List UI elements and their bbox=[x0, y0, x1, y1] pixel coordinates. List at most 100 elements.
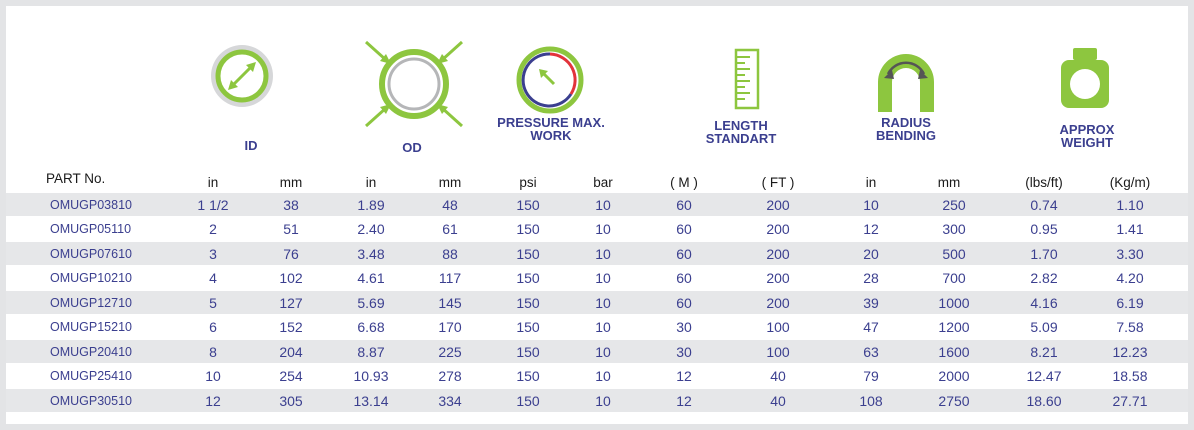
rb-in-cell: 63 bbox=[863, 344, 879, 360]
part-number-cell: OMUGP15210 bbox=[50, 320, 132, 334]
od-mm-cell: 225 bbox=[438, 344, 462, 360]
od-mm-cell: 145 bbox=[438, 295, 462, 311]
table-row: OMUGP30510 12 305 13.14 334 150 10 12 40 108 2750 1… bbox=[6, 389, 1188, 412]
kg-cell: 27.71 bbox=[1112, 393, 1148, 409]
m-cell: 60 bbox=[676, 270, 692, 286]
od-in-cell: 8.87 bbox=[357, 344, 385, 360]
bar-cell: 10 bbox=[595, 368, 611, 384]
od-in-cell: 13.14 bbox=[353, 393, 389, 409]
bar-cell: 10 bbox=[595, 319, 611, 335]
kg-cell: 3.30 bbox=[1116, 246, 1144, 262]
od-mm-cell: 334 bbox=[438, 393, 462, 409]
rb-in-cell: 47 bbox=[863, 319, 879, 335]
table-row: OMUGP25410 10 254 10.93 278 150 10 12 40 79 2000 12… bbox=[6, 364, 1188, 387]
lbs-cell: 8.21 bbox=[1030, 344, 1058, 360]
part-number-cell: OMUGP05110 bbox=[50, 222, 132, 236]
id-mm-cell: 254 bbox=[279, 368, 303, 384]
part-number-cell: OMUGP03810 bbox=[50, 198, 132, 212]
kg-cell: 7.58 bbox=[1116, 319, 1144, 335]
weight-icon bbox=[1061, 48, 1109, 108]
od-in-header: in bbox=[365, 175, 377, 190]
kg-cell: 1.10 bbox=[1116, 197, 1144, 213]
m-cell: 60 bbox=[676, 197, 692, 213]
table-row: OMUGP07610 3 76 3.48 88 150 10 60 200 20 500 1.70 3.… bbox=[6, 242, 1188, 265]
ft-cell: 100 bbox=[766, 344, 790, 360]
id-in-cell: 6 bbox=[209, 319, 217, 335]
radius-label: RADIUS BENDING bbox=[876, 115, 936, 143]
bar-cell: 10 bbox=[595, 246, 611, 262]
rb-mm-cell: 1600 bbox=[938, 344, 970, 360]
kg-cell: 18.58 bbox=[1112, 368, 1148, 384]
id-mm-cell: 127 bbox=[279, 295, 303, 311]
bar-cell: 10 bbox=[595, 197, 611, 213]
bar-cell: 10 bbox=[595, 221, 611, 237]
pressure-label: PRESSURE MAX. WORK bbox=[497, 115, 605, 143]
rb-mm-cell: 1200 bbox=[938, 319, 970, 335]
kg-cell: 12.23 bbox=[1112, 344, 1148, 360]
id-in-cell: 12 bbox=[205, 393, 221, 409]
id-in-cell: 4 bbox=[209, 270, 217, 286]
rb-in-cell: 20 bbox=[863, 246, 879, 262]
psi-cell: 150 bbox=[516, 197, 540, 213]
ft-cell: 200 bbox=[766, 221, 790, 237]
m-cell: 60 bbox=[676, 295, 692, 311]
psi-cell: 150 bbox=[516, 344, 540, 360]
od-mm-cell: 117 bbox=[438, 270, 462, 286]
ft-header: ( FT ) bbox=[761, 175, 795, 190]
psi-cell: 150 bbox=[516, 368, 540, 384]
bend-radius-icon bbox=[878, 54, 934, 112]
pressure-gauge-icon bbox=[516, 46, 584, 114]
od-mm-cell: 61 bbox=[442, 221, 458, 237]
od-mm-cell: 48 bbox=[442, 197, 458, 213]
table-row: OMUGP05110 2 51 2.40 61 150 10 60 200 12 300 0.95 1.… bbox=[6, 217, 1188, 240]
spec-table: ID OD PRESSURE MAX. WORK LENGTH STANDART bbox=[6, 6, 1188, 424]
inner-diameter-icon bbox=[211, 45, 273, 107]
od-mm-cell: 278 bbox=[438, 368, 462, 384]
id-in-cell: 1 1/2 bbox=[197, 197, 229, 213]
rb-in-cell: 79 bbox=[863, 368, 879, 384]
table-row: OMUGP03810 1 1/2 38 1.89 48 150 10 60 200 10 250 0.… bbox=[6, 193, 1188, 216]
id-mm-cell: 305 bbox=[279, 393, 303, 409]
od-mm-cell: 88 bbox=[442, 246, 458, 262]
psi-cell: 150 bbox=[516, 393, 540, 409]
lbs-cell: 2.82 bbox=[1030, 270, 1058, 286]
kg-cell: 6.19 bbox=[1116, 295, 1144, 311]
rb-mm-cell: 300 bbox=[942, 221, 966, 237]
rb-in-cell: 39 bbox=[863, 295, 879, 311]
part-number-cell: OMUGP25410 bbox=[50, 369, 132, 383]
ruler-icon bbox=[734, 48, 760, 110]
m-cell: 12 bbox=[676, 393, 692, 409]
od-in-cell: 10.93 bbox=[353, 368, 389, 384]
psi-cell: 150 bbox=[516, 270, 540, 286]
id-mm-cell: 204 bbox=[279, 344, 303, 360]
ft-cell: 100 bbox=[766, 319, 790, 335]
m-cell: 60 bbox=[676, 221, 692, 237]
rb-mm-cell: 2750 bbox=[938, 393, 970, 409]
part-number-cell: OMUGP07610 bbox=[50, 247, 132, 261]
m-cell: 30 bbox=[676, 319, 692, 335]
ft-cell: 200 bbox=[766, 295, 790, 311]
m-header: ( M ) bbox=[670, 175, 698, 190]
od-mm-header: mm bbox=[438, 175, 462, 190]
length-label: LENGTH STANDART bbox=[705, 118, 777, 146]
lbs-cell: 1.70 bbox=[1030, 246, 1058, 262]
kg-cell: 1.41 bbox=[1116, 221, 1144, 237]
od-label: OD bbox=[402, 140, 422, 155]
rb-mm-cell: 1000 bbox=[938, 295, 970, 311]
lbs-header: (lbs/ft) bbox=[1025, 175, 1063, 190]
id-in-cell: 2 bbox=[209, 221, 217, 237]
psi-cell: 150 bbox=[516, 221, 540, 237]
lbs-cell: 0.74 bbox=[1030, 197, 1058, 213]
rb-in-cell: 12 bbox=[863, 221, 879, 237]
lbs-cell: 0.95 bbox=[1030, 221, 1058, 237]
rb-mm-cell: 2000 bbox=[938, 368, 970, 384]
weight-label: APPROX WEIGHT bbox=[1059, 122, 1115, 150]
id-in-cell: 8 bbox=[209, 344, 217, 360]
table-row: OMUGP15210 6 152 6.68 170 150 10 30 100 47 1200 5.0… bbox=[6, 315, 1188, 338]
id-in-header: in bbox=[207, 175, 219, 190]
od-in-cell: 5.69 bbox=[357, 295, 385, 311]
m-cell: 30 bbox=[676, 344, 692, 360]
ft-cell: 40 bbox=[770, 393, 786, 409]
rb-mm-cell: 500 bbox=[942, 246, 966, 262]
ft-cell: 40 bbox=[770, 368, 786, 384]
